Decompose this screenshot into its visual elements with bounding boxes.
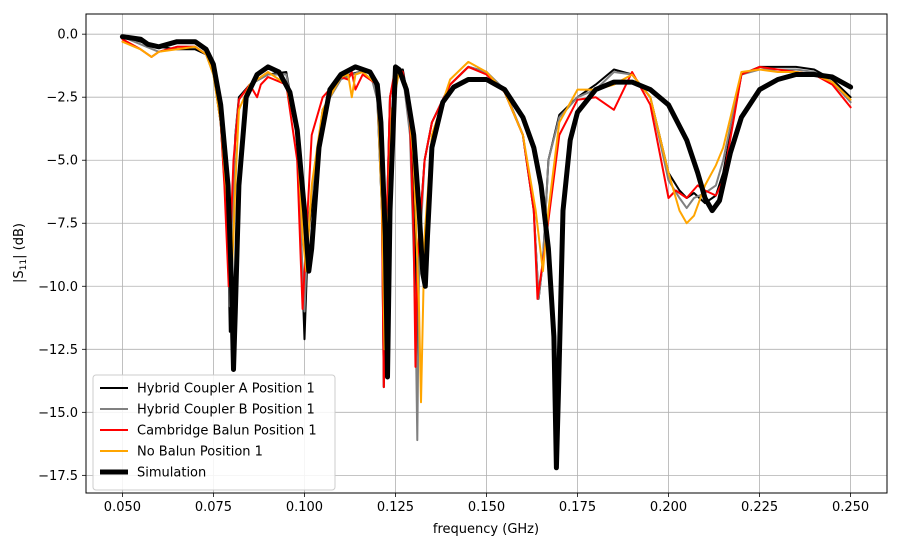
x-tick-label: 0.050	[104, 500, 141, 515]
y-tick-label: −2.5	[46, 91, 78, 106]
x-tick-label: 0.075	[195, 500, 232, 515]
x-tick-label: 0.125	[377, 500, 414, 515]
y-axis-label: |S11| (dB)	[12, 223, 29, 283]
series-group	[119, 34, 854, 471]
legend: Hybrid Coupler A Position 1 Hybrid Couple…	[92, 374, 336, 491]
x-tick-label: 0.250	[832, 500, 869, 515]
x-tick-label: 0.225	[741, 500, 778, 515]
x-axis-label: frequency (GHz)	[433, 522, 539, 537]
x-axis-ticks: 0.050 0.075 0.100 0.125 0.150 0.175 0.200 0.225…	[104, 493, 869, 515]
legend-label: No Balun Position 1	[137, 445, 263, 460]
legend-label: Cambridge Balun Position 1	[137, 424, 317, 439]
y-tick-label: −7.5	[46, 217, 78, 232]
series-line-simulation	[119, 34, 854, 471]
y-tick-label: −12.5	[38, 343, 78, 358]
y-tick-label: −17.5	[38, 469, 78, 484]
y-tick-label: −10.0	[38, 280, 78, 295]
x-tick-label: 0.175	[559, 500, 596, 515]
legend-box	[92, 374, 336, 491]
x-tick-label: 0.150	[468, 500, 505, 515]
x-tick-label: 0.100	[286, 500, 323, 515]
x-tick-label: 0.200	[650, 500, 687, 515]
y-tick-label: 0.0	[57, 28, 78, 43]
y-axis-ticks: 0.0 −2.5 −5.0 −7.5 −10.0 −12.5 −15.0 −17.5	[38, 28, 86, 484]
legend-label: Hybrid Coupler A Position 1	[137, 382, 315, 397]
legend-label: Simulation	[137, 466, 206, 481]
y-tick-label: −15.0	[38, 406, 78, 421]
y-tick-label: −5.0	[46, 154, 78, 169]
legend-label: Hybrid Coupler B Position 1	[137, 403, 315, 418]
